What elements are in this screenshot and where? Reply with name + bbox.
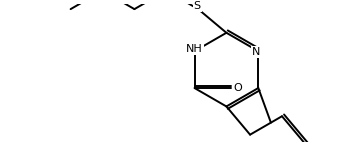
Text: S: S xyxy=(194,1,201,11)
Text: O: O xyxy=(234,83,243,93)
Text: N: N xyxy=(252,47,261,57)
Text: NH: NH xyxy=(186,44,203,54)
